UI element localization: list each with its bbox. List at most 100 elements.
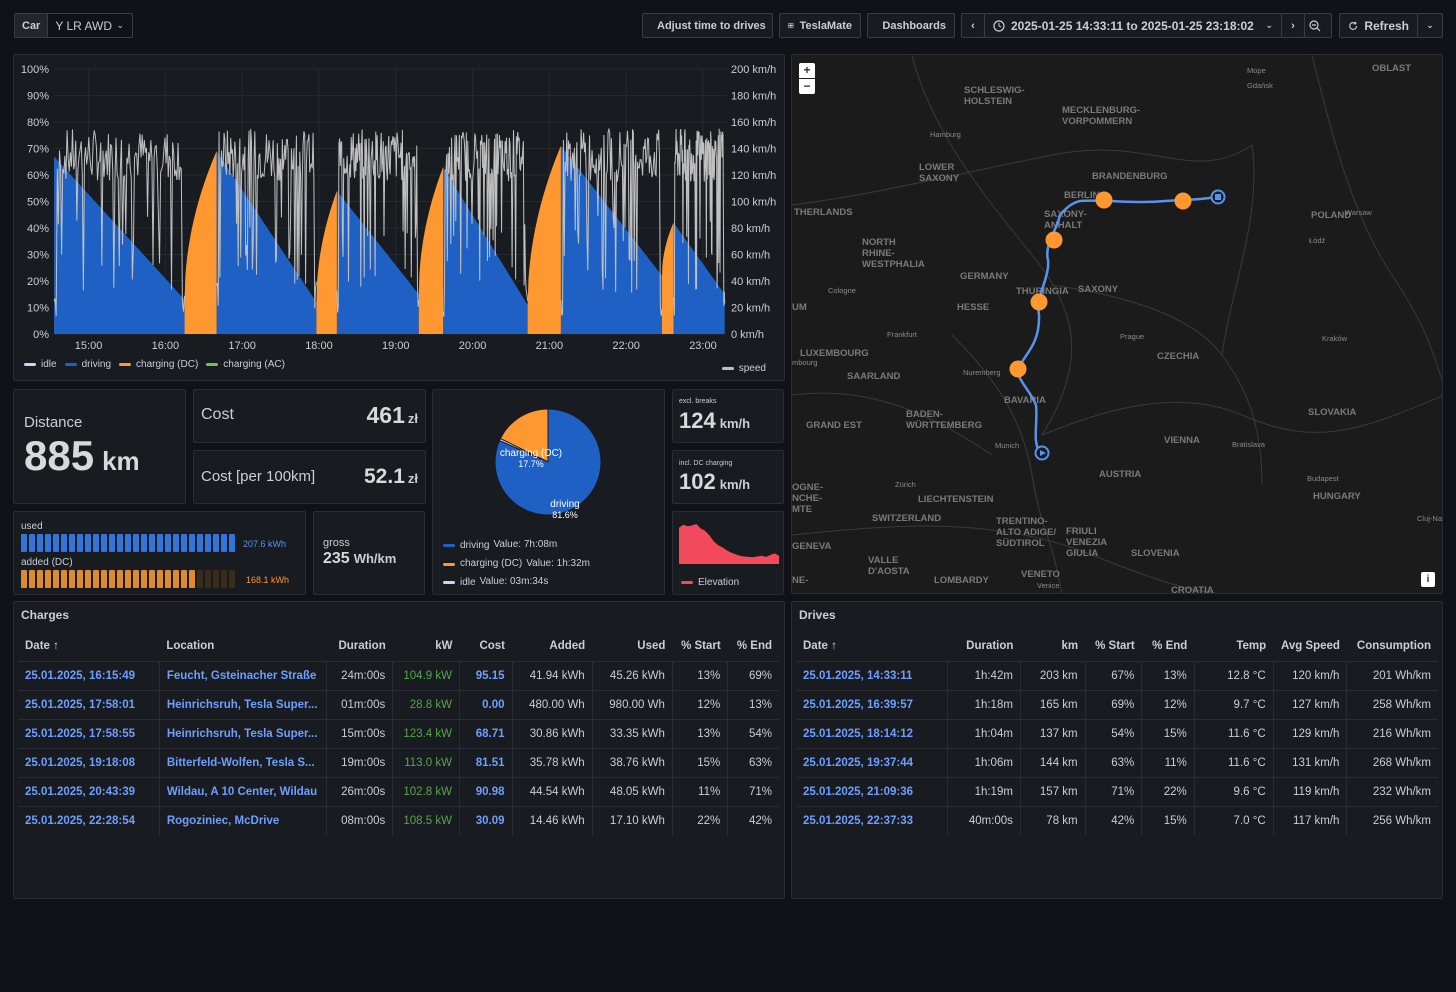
drive-date-link[interactable]: 25.01.2025, 21:09:36 xyxy=(796,776,948,806)
y-right-tick: 80 km/h xyxy=(731,223,770,235)
charges-panel: Charges Date ↑ Location Duration kW Cost Adde… xyxy=(13,601,785,899)
charge-stop-marker[interactable] xyxy=(1045,231,1063,249)
time-back-button[interactable]: ‹ xyxy=(961,13,985,38)
dashboards-button[interactable]: Dashboards xyxy=(867,13,955,38)
table-row[interactable]: 25.01.2025, 22:28:54 Rogoziniec, McDrive 0… xyxy=(18,805,779,835)
column-header[interactable]: Added xyxy=(549,640,586,653)
charge-stop-marker[interactable] xyxy=(1009,360,1027,378)
charge-date-link[interactable]: 25.01.2025, 17:58:01 xyxy=(18,689,160,719)
pie-pct-charging: 17.7% xyxy=(518,459,544,469)
table-row[interactable]: 25.01.2025, 19:37:44 1h:06m 144 km 63% 11% 11… xyxy=(796,747,1438,777)
adjust-time-button[interactable]: Adjust time to drives xyxy=(642,13,773,38)
gauge-cell xyxy=(181,534,187,552)
charge-location-link[interactable]: Heinrichsruh, Tesla Super... xyxy=(158,689,327,719)
charge-cost-link[interactable]: 81.51 xyxy=(458,747,512,777)
speed-line xyxy=(216,128,317,309)
table-row[interactable]: 25.01.2025, 21:09:36 1h:19m 157 km 71% 22% 9.… xyxy=(796,776,1438,806)
column-header[interactable]: kW xyxy=(435,640,453,653)
table-row[interactable]: 25.01.2025, 16:15:49 Feucht, Gsteinacher … xyxy=(18,660,779,690)
drive-date-link[interactable]: 25.01.2025, 22:37:33 xyxy=(796,805,948,835)
charge-cost-link[interactable]: 30.09 xyxy=(458,805,512,835)
cost-100-label: Cost [per 100km] xyxy=(201,468,316,485)
charge-cost-link[interactable]: 90.98 xyxy=(458,776,512,806)
map-label: Budapest xyxy=(1307,474,1340,483)
gauge-cell xyxy=(77,570,83,588)
map-info-button[interactable]: i xyxy=(1421,572,1435,587)
speed-line xyxy=(336,129,420,313)
column-header[interactable]: Location xyxy=(166,640,215,653)
charge-location-link[interactable]: Wildau, A 10 Center, Wildau xyxy=(158,776,327,806)
drives-table: Date ↑ Duration km % Start % End Temp Avg Spee… xyxy=(796,632,1438,835)
car-selector[interactable]: Car Y LR AWD ⌄ xyxy=(14,13,133,38)
time-forward-button[interactable]: › xyxy=(1281,13,1305,38)
charge-location-link[interactable]: Heinrichsruh, Tesla Super... xyxy=(158,718,327,748)
drive-temp: 11.6 °C xyxy=(1193,718,1274,748)
refresh-button[interactable]: Refresh xyxy=(1339,13,1418,38)
charge-date-link[interactable]: 25.01.2025, 19:18:08 xyxy=(18,747,160,777)
column-header[interactable]: % End xyxy=(736,640,772,653)
map-label: NORTH xyxy=(862,237,896,248)
map-label: Warsaw xyxy=(1345,208,1372,217)
zoom-in-button[interactable]: + xyxy=(799,63,815,78)
charge-stop-marker[interactable] xyxy=(1030,293,1048,311)
charge-cost-link[interactable]: 95.15 xyxy=(458,660,512,690)
column-header[interactable]: Date ↑ xyxy=(803,640,837,653)
drive-date-link[interactable]: 25.01.2025, 19:37:44 xyxy=(796,747,948,777)
table-row[interactable]: 25.01.2025, 18:14:12 1h:04m 137 km 54% 15% 11… xyxy=(796,718,1438,748)
column-header[interactable]: Duration xyxy=(966,640,1014,653)
y-left-tick: 80% xyxy=(27,117,49,129)
table-row[interactable]: 25.01.2025, 22:37:33 40m:00s 78 km 42% 15% 7.… xyxy=(796,805,1438,835)
pie-legend-driving: driving Value: 7h:08m xyxy=(443,536,590,555)
column-header[interactable]: Date ↑ xyxy=(25,640,59,653)
column-header[interactable]: % Start xyxy=(681,640,721,653)
region-border xyxy=(792,144,1253,206)
table-row[interactable]: 25.01.2025, 17:58:55 Heinrichsruh, Tesla … xyxy=(18,718,779,748)
column-header[interactable]: Consumption xyxy=(1356,640,1431,653)
drive-date-link[interactable]: 25.01.2025, 14:33:11 xyxy=(796,660,948,690)
charge-date-link[interactable]: 25.01.2025, 17:58:55 xyxy=(18,718,160,748)
map-label: UM xyxy=(792,302,807,313)
region-border xyxy=(951,334,1063,593)
map-label: GERMANY xyxy=(960,271,1009,282)
charge-stop-marker[interactable] xyxy=(1174,192,1192,210)
column-header[interactable]: % Start xyxy=(1095,640,1135,653)
column-header[interactable]: Used xyxy=(637,640,666,653)
column-header[interactable]: km xyxy=(1061,640,1079,653)
table-row[interactable]: 25.01.2025, 17:58:01 Heinrichsruh, Tesla … xyxy=(18,689,779,719)
grid-icon xyxy=(788,22,794,29)
charge-date-link[interactable]: 25.01.2025, 16:15:49 xyxy=(18,660,160,690)
charge-cost-link[interactable]: 68.71 xyxy=(458,718,512,748)
column-header[interactable]: Avg Speed xyxy=(1280,640,1340,653)
column-header[interactable]: % End xyxy=(1152,640,1188,653)
map-label: OBLAST xyxy=(1372,63,1411,74)
charge-date-link[interactable]: 25.01.2025, 20:43:39 xyxy=(18,776,160,806)
charge-cost-link[interactable]: 0.00 xyxy=(458,689,512,719)
gauge-cell xyxy=(229,534,235,552)
gauge-cell xyxy=(101,534,107,552)
zoom-out-map-button[interactable]: − xyxy=(799,79,815,94)
drive-date-link[interactable]: 25.01.2025, 18:14:12 xyxy=(796,718,948,748)
charge-location-link[interactable]: Feucht, Gsteinacher Straße xyxy=(158,660,327,690)
column-header[interactable]: Duration xyxy=(338,640,386,653)
column-header[interactable]: Cost xyxy=(479,640,505,653)
charge-location-link[interactable]: Rogoziniec, McDrive xyxy=(158,805,327,835)
y-right-tick: 120 km/h xyxy=(731,170,776,182)
column-header[interactable]: Temp xyxy=(1236,640,1267,653)
table-row[interactable]: 25.01.2025, 16:39:57 1h:18m 165 km 69% 12% 9.… xyxy=(796,689,1438,719)
table-row[interactable]: 25.01.2025, 19:18:08 Bitterfeld-Wolfen, T… xyxy=(18,747,779,777)
drive-date-link[interactable]: 25.01.2025, 16:39:57 xyxy=(796,689,948,719)
table-row[interactable]: 25.01.2025, 20:43:39 Wildau, A 10 Center,… xyxy=(18,776,779,806)
energy-bars-panel: used 207.6 kWh added (DC) 168.1 kWh xyxy=(13,511,306,595)
map-label: SAXONY xyxy=(919,173,960,184)
gauge-cell xyxy=(37,534,43,552)
teslamate-button[interactable]: TeslaMate xyxy=(779,13,861,38)
map-label: Kraków xyxy=(1322,334,1348,343)
charge-stop-marker[interactable] xyxy=(1095,191,1113,209)
time-range-picker[interactable]: 2025-01-25 14:33:11 to 2025-01-25 23:18:… xyxy=(984,13,1282,38)
charge-location-link[interactable]: Bitterfeld-Wolfen, Tesla S... xyxy=(158,747,327,777)
table-row[interactable]: 25.01.2025, 14:33:11 1h:42m 203 km 67% 13% 12… xyxy=(796,660,1438,690)
refresh-interval-button[interactable]: ⌄ xyxy=(1417,13,1443,38)
charge-date-link[interactable]: 25.01.2025, 22:28:54 xyxy=(18,805,160,835)
zoom-out-button[interactable] xyxy=(1304,13,1332,38)
gauge-cell xyxy=(53,570,59,588)
